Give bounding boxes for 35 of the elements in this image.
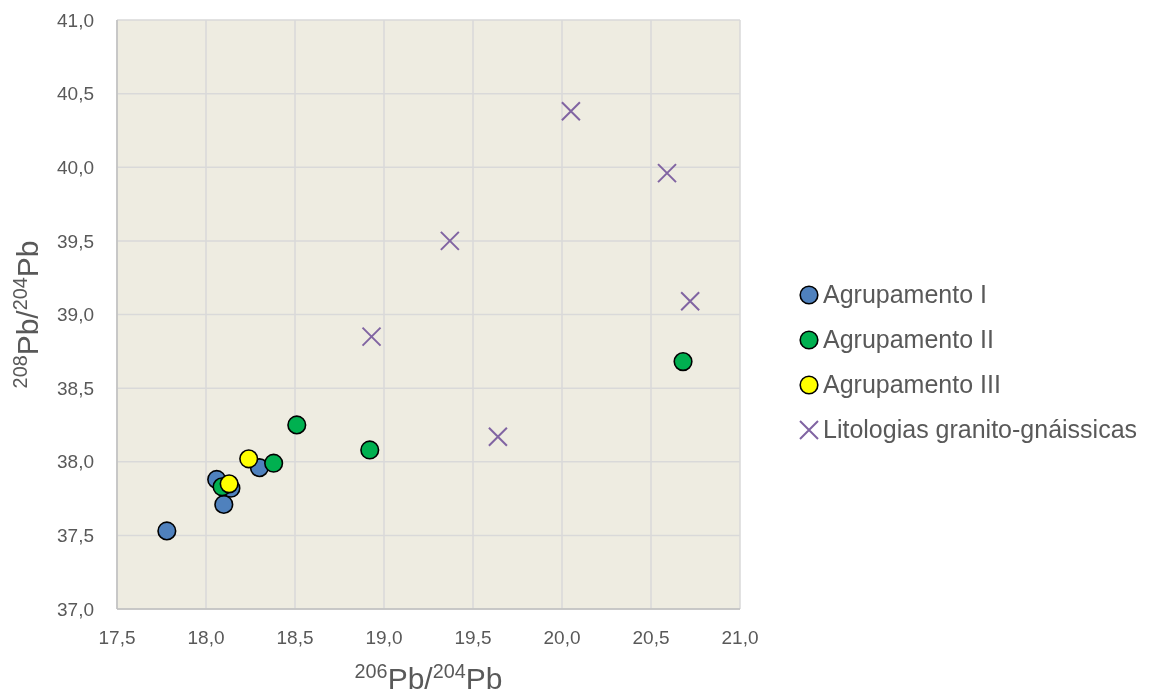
legend-label: Agrupamento II bbox=[823, 325, 994, 354]
x-tick-label: 20,5 bbox=[632, 627, 670, 649]
y-tick-label: 38,5 bbox=[57, 377, 94, 399]
point bbox=[157, 521, 177, 541]
legend-label: Litologias granito-gnáissicas bbox=[823, 415, 1138, 444]
y-tick-label: 37,5 bbox=[57, 525, 94, 547]
point bbox=[360, 440, 380, 460]
legend-label: Agrupamento I bbox=[823, 280, 987, 309]
point bbox=[680, 291, 701, 312]
point bbox=[239, 449, 259, 469]
y-tick-label: 41,0 bbox=[57, 9, 94, 31]
point bbox=[361, 326, 382, 347]
y-tick-label: 38,0 bbox=[57, 451, 94, 473]
x-tick-label: 20,0 bbox=[543, 627, 581, 649]
point bbox=[673, 352, 693, 372]
y-tick-label: 40,5 bbox=[57, 83, 94, 105]
point bbox=[487, 426, 508, 447]
x-tick-label: 17,5 bbox=[98, 627, 136, 649]
x-tick-label: 21,0 bbox=[721, 627, 759, 649]
y-tick-label: 39,5 bbox=[57, 230, 94, 252]
point bbox=[214, 494, 234, 515]
x-axis-title: $^{206}$Pb/$^{204}$Pb bbox=[354, 660, 503, 695]
legend-label: Agrupamento III bbox=[823, 370, 1001, 399]
x-tick-label: 18,0 bbox=[187, 627, 225, 649]
x-tick-label: 18,5 bbox=[276, 627, 314, 649]
y-tick-label: 39,0 bbox=[57, 304, 94, 326]
point bbox=[264, 453, 284, 473]
y-tick-label: 37,0 bbox=[57, 598, 94, 620]
point bbox=[439, 230, 460, 251]
y-tick-label: 40,0 bbox=[57, 156, 94, 178]
x-tick-label: 19,0 bbox=[365, 627, 403, 649]
x-tick-label: 19,5 bbox=[454, 627, 492, 649]
point bbox=[560, 101, 581, 122]
point bbox=[287, 415, 307, 435]
point bbox=[657, 163, 678, 184]
